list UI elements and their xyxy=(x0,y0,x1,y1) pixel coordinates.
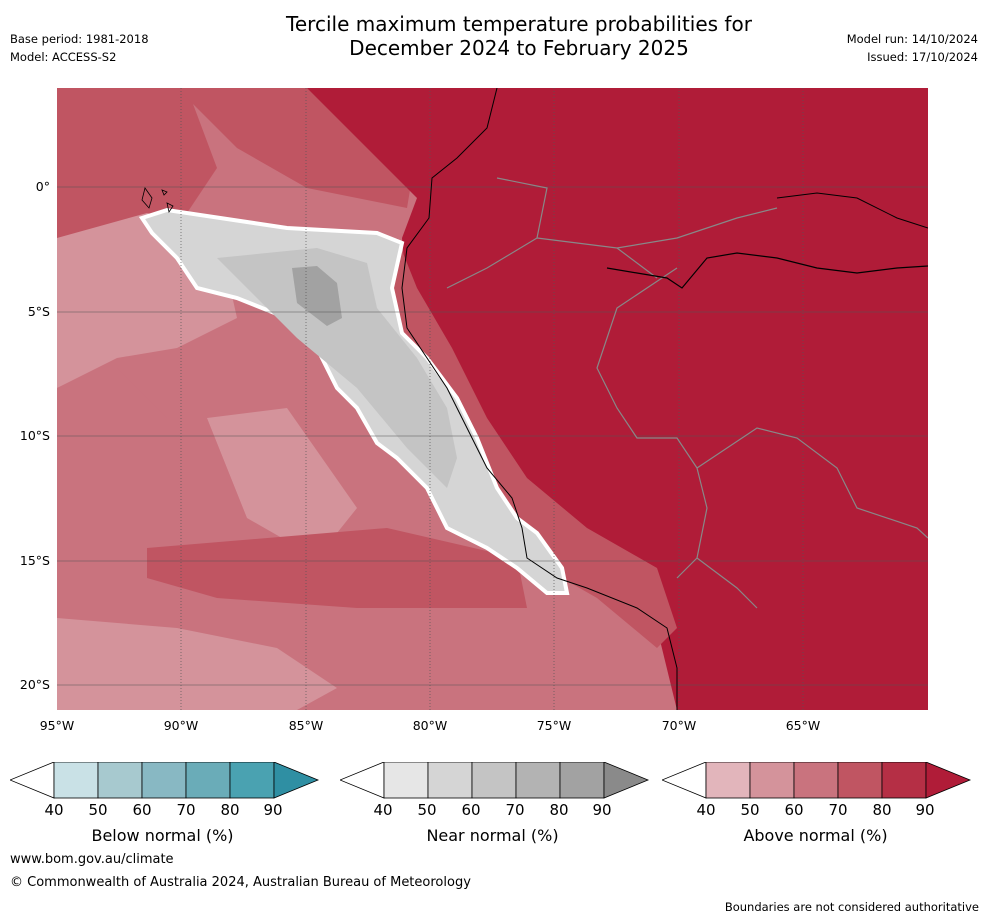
meta-left: Base period: 1981-2018 Model: ACCESS-S2 xyxy=(10,30,149,66)
colorbar-bin xyxy=(705,762,751,799)
tick-label: 60 xyxy=(784,801,804,819)
colorbar-bin xyxy=(559,762,605,799)
lat-label: 15°S xyxy=(19,553,50,568)
coastal-transition xyxy=(387,238,677,648)
near-normal-inner xyxy=(217,248,457,488)
country-borders xyxy=(446,177,928,609)
lat-label: 20°S xyxy=(19,677,50,692)
colorbar-bin xyxy=(97,762,143,799)
lat-label: 10°S xyxy=(19,428,50,443)
colorbar-bin xyxy=(837,762,883,799)
latitude-lines xyxy=(57,186,928,686)
lon-label: 70°W xyxy=(661,718,697,733)
river-north xyxy=(776,192,928,229)
ocean-zone-mid xyxy=(57,368,207,588)
colorbar-max-arrow xyxy=(273,762,320,799)
tick-label: 90 xyxy=(915,801,935,819)
tick-label: 50 xyxy=(88,801,108,819)
lat-label: 0° xyxy=(35,179,50,194)
boundary-disclaimer: Boundaries are not considered authoritat… xyxy=(724,900,979,914)
lon-label: 90°W xyxy=(163,718,199,733)
ocean-zone-south xyxy=(147,528,527,608)
model-name: Model: ACCESS-S2 xyxy=(10,50,117,64)
above-normal-title: Above normal (%) xyxy=(743,826,888,845)
near-normal-core xyxy=(292,266,342,326)
near-normal-title: Near normal (%) xyxy=(426,826,559,845)
tick-label: 70 xyxy=(176,801,196,819)
chart-title: Tercile maximum temperature probabilitie… xyxy=(0,12,988,60)
colorbar-bin xyxy=(229,762,275,799)
tick-label: 40 xyxy=(373,801,393,819)
colorbar-min-arrow xyxy=(340,762,385,799)
map-canvas xyxy=(57,88,928,710)
lon-label: 85°W xyxy=(288,718,324,733)
colorbar-bin xyxy=(881,762,927,799)
lon-label: 80°W xyxy=(412,718,448,733)
colorbar-min-arrow xyxy=(662,762,707,799)
colorbar-bin xyxy=(141,762,187,799)
tick-label: 80 xyxy=(549,801,569,819)
above-normal-colorbar xyxy=(662,762,972,799)
base-period: Base period: 1981-2018 xyxy=(10,32,149,46)
website-link[interactable]: www.bom.gov.au/climate xyxy=(10,852,174,867)
lon-label: 65°W xyxy=(785,718,821,733)
colorbar-min-arrow xyxy=(10,762,55,799)
meta-right: Model run: 14/10/2024 Issued: 17/10/2024 xyxy=(847,30,978,66)
title-line-2: December 2024 to February 2025 xyxy=(349,36,689,60)
tick-label: 40 xyxy=(44,801,64,819)
ocean-zone-sw xyxy=(57,618,337,710)
near-normal-colorbar xyxy=(340,762,650,799)
colorbar-bin xyxy=(515,762,561,799)
copyright: © Commonwealth of Australia 2024, Austra… xyxy=(10,875,471,890)
lon-label: 95°W xyxy=(39,718,75,733)
tick-label: 80 xyxy=(872,801,892,819)
colorbar-bin xyxy=(427,762,473,799)
amazon-river xyxy=(606,252,928,289)
tick-label: 90 xyxy=(263,801,283,819)
galapagos-islands xyxy=(141,187,174,214)
lat-label: 5°S xyxy=(27,304,50,319)
colorbar-bin xyxy=(383,762,429,799)
lon-label: 75°W xyxy=(536,718,572,733)
tick-label: 40 xyxy=(696,801,716,819)
below-normal-title: Below normal (%) xyxy=(91,826,234,845)
ocean-zone-light xyxy=(207,408,357,558)
colorbar-bin xyxy=(793,762,839,799)
below-normal-colorbar xyxy=(10,762,320,799)
colorbar-max-arrow xyxy=(603,762,650,799)
colorbar-max-arrow xyxy=(925,762,972,799)
tick-label: 70 xyxy=(505,801,525,819)
tick-label: 70 xyxy=(828,801,848,819)
tick-label: 60 xyxy=(461,801,481,819)
probability-map xyxy=(57,88,928,710)
tick-label: 50 xyxy=(417,801,437,819)
colorbar-bin xyxy=(749,762,795,799)
tick-label: 60 xyxy=(132,801,152,819)
colorbar-bin xyxy=(185,762,231,799)
tick-label: 80 xyxy=(220,801,240,819)
coastline xyxy=(401,88,678,710)
land-zone-high xyxy=(307,88,928,710)
tick-label: 50 xyxy=(740,801,760,819)
model-run: Model run: 14/10/2024 xyxy=(846,32,978,46)
colorbar-bin xyxy=(471,762,517,799)
title-line-1: Tercile maximum temperature probabilitie… xyxy=(286,12,752,36)
tick-label: 90 xyxy=(592,801,612,819)
colorbar-bin xyxy=(53,762,99,799)
issued-date: Issued: 17/10/2024 xyxy=(867,50,978,64)
